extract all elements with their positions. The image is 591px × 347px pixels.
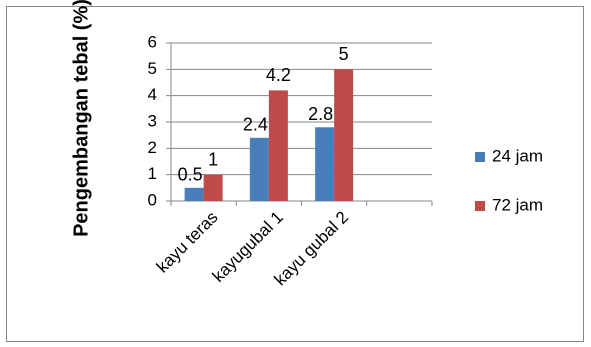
y-tick-label: 1 [148,164,157,183]
bars [184,69,354,201]
data-label: 1 [208,149,218,169]
bar-72-jam-2 [268,90,288,201]
bar-24-jam-3 [315,127,335,201]
y-axis-title: Pengembangan tebal (%) [70,0,92,237]
y-axis-ticks: 0 1 2 3 4 5 6 [148,32,171,209]
legend-label: 24 jam [492,146,543,165]
data-label: 0.5 [178,165,203,185]
data-labels: 0.51 2.4 4.2 2.8 5 [178,44,349,185]
data-label: 5 [339,44,349,64]
y-tick-label: 4 [148,85,157,104]
y-tick-label: 2 [148,138,157,157]
bar-72-jam-1 [203,174,223,201]
legend-label: 72 jam [492,195,543,214]
legend-swatch [475,201,485,211]
bar-24-jam-2 [249,137,269,201]
data-label: 2.8 [308,104,333,124]
data-label: 2.4 [243,115,268,135]
y-tick-label: 3 [148,111,157,130]
bar-24-jam-1 [184,187,204,201]
y-tick-label: 6 [148,32,157,51]
y-tick-label: 0 [148,190,157,209]
chart-frame [6,6,584,342]
legend: 24 jam 72 jam [475,146,543,214]
legend-swatch [475,152,485,162]
data-label: 4.2 [266,65,291,85]
y-tick-label: 5 [148,59,157,78]
x-tick-label: kayu teras [153,208,222,277]
bar-72-jam-3 [334,69,354,201]
